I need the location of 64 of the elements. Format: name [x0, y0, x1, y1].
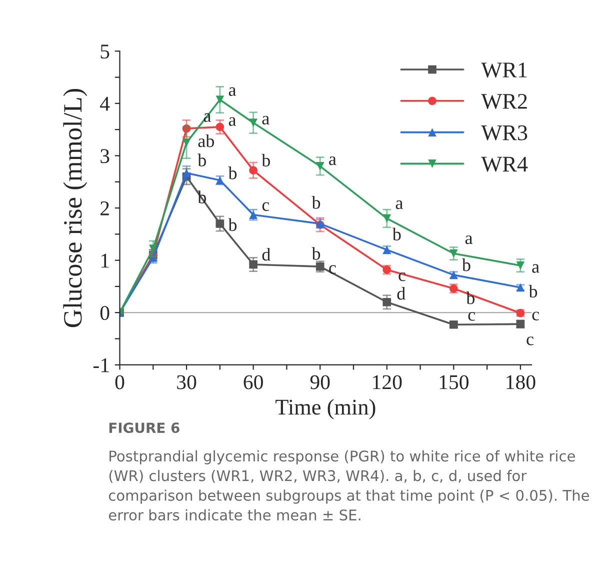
x-axis-title: Time (min) [276, 399, 376, 420]
annotation: b [198, 154, 206, 166]
annotation: d [262, 248, 270, 261]
caption: FIGURE 6 [109, 422, 180, 434]
x-tick-label: 180 [506, 375, 536, 390]
annotation: c [532, 312, 540, 320]
point [249, 166, 258, 175]
annotation: b [466, 291, 474, 304]
annotation: a [396, 200, 403, 210]
point [182, 124, 191, 133]
x-tick-label: 90 [310, 375, 330, 390]
text: Postprandial glycemic response (PGR) to white rice of white rice (WR) clusters (WR1, WR2, WR3, WR4). a, b, c, d, used for comparison between subgroups at that time point (P < 0.05). The error bars indicate the mean ± SE. [108, 450, 590, 521]
point [216, 220, 224, 228]
annotation: ab [198, 134, 214, 148]
point [148, 244, 158, 253]
point [382, 214, 392, 223]
x-tick-label: 60 [244, 375, 263, 390]
point [182, 168, 191, 178]
point [182, 138, 191, 147]
annotation: b [262, 154, 270, 167]
annotation: a [262, 116, 270, 125]
annotation: b [462, 258, 470, 272]
annotation: b [528, 284, 538, 298]
annotation: c [398, 272, 406, 282]
annotation: a [228, 87, 236, 96]
annotation: c [329, 265, 336, 274]
y-tick-label: 3 [100, 149, 110, 164]
y-tick-label: 0 [100, 306, 110, 320]
y-tick-label: 5 [100, 44, 110, 59]
point [216, 122, 224, 132]
annotation: c [468, 312, 476, 321]
y-tick-label: 4 [100, 96, 110, 111]
point [449, 249, 458, 258]
y-tick-label: -1 [93, 358, 109, 372]
point [249, 260, 258, 269]
annotation: b [312, 196, 320, 209]
annotation: c [526, 336, 534, 346]
point [382, 298, 392, 306]
annotation: b [312, 247, 320, 260]
point [216, 96, 224, 104]
y-axis-title: Glucose rise (mmol/L) [63, 88, 88, 328]
annotation: b [392, 228, 401, 240]
y-tick-label: 2 [100, 201, 109, 216]
legend-label: WR4 [481, 156, 528, 172]
point [249, 118, 258, 127]
y-tick-label: 1 [101, 254, 109, 268]
x-tick-label: 30 [177, 375, 196, 390]
x-tick-label: 150 [440, 375, 468, 390]
annotation: a [329, 156, 336, 166]
point [449, 320, 458, 329]
annotation: a [465, 235, 473, 244]
point [516, 261, 525, 270]
legend-label: WR2 [481, 94, 527, 110]
annotation: b [228, 166, 237, 180]
annotation: b [228, 218, 237, 231]
point [316, 162, 324, 170]
legend-label: WR1 [481, 62, 527, 78]
x-tick-label: 120 [373, 375, 402, 390]
x-tick-label: 0 [115, 375, 124, 390]
annotation: a [228, 117, 236, 126]
legend-label: WR3 [481, 125, 528, 140]
annotation: d [397, 286, 406, 300]
annotation: c [262, 202, 270, 211]
annotation: a [532, 264, 540, 273]
